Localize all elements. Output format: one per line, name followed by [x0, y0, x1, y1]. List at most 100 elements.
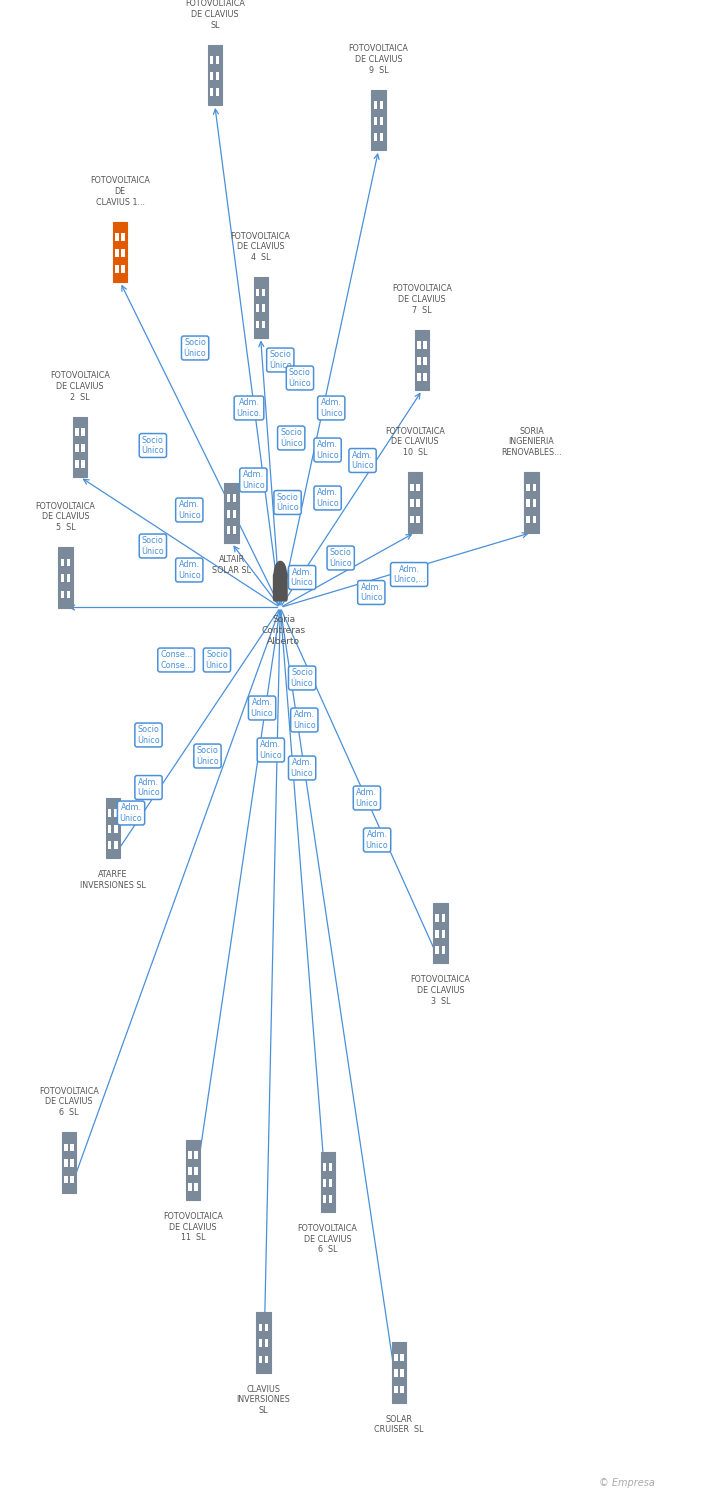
Text: Adm.
Unico: Adm. Unico: [178, 561, 201, 579]
FancyBboxPatch shape: [433, 903, 448, 963]
Text: FOTOVOLTAICA
DE CLAVIUS
SL: FOTOVOLTAICA DE CLAVIUS SL: [185, 0, 245, 30]
FancyBboxPatch shape: [210, 56, 213, 64]
FancyBboxPatch shape: [226, 526, 230, 534]
FancyBboxPatch shape: [82, 427, 84, 436]
FancyBboxPatch shape: [416, 483, 419, 492]
Text: Adm.
Unico: Adm. Unico: [293, 711, 316, 729]
FancyBboxPatch shape: [62, 1132, 76, 1192]
FancyBboxPatch shape: [524, 472, 539, 532]
FancyBboxPatch shape: [194, 1167, 197, 1174]
FancyBboxPatch shape: [400, 1353, 403, 1362]
FancyBboxPatch shape: [108, 808, 111, 818]
FancyBboxPatch shape: [435, 914, 439, 922]
FancyBboxPatch shape: [424, 374, 427, 381]
Text: Adm.
Unico: Adm. Unico: [351, 452, 374, 470]
Text: Adm.
Unico: Adm. Unico: [316, 441, 339, 459]
Text: Socio
Único: Socio Único: [183, 339, 207, 357]
FancyBboxPatch shape: [226, 494, 230, 502]
FancyBboxPatch shape: [380, 134, 383, 141]
Text: Adm.
Unico: Adm. Unico: [290, 568, 314, 586]
FancyBboxPatch shape: [113, 222, 127, 282]
Text: FOTOVOLTAICA
DE
CLAVIUS 1...: FOTOVOLTAICA DE CLAVIUS 1...: [90, 176, 150, 207]
FancyBboxPatch shape: [73, 417, 87, 477]
FancyBboxPatch shape: [394, 1386, 397, 1394]
Text: FOTOVOLTAICA
DE CLAVIUS
4  SL: FOTOVOLTAICA DE CLAVIUS 4 SL: [231, 231, 290, 262]
FancyBboxPatch shape: [323, 1196, 326, 1203]
FancyBboxPatch shape: [108, 842, 111, 849]
FancyBboxPatch shape: [122, 249, 124, 256]
FancyBboxPatch shape: [262, 304, 265, 312]
FancyBboxPatch shape: [533, 500, 536, 507]
Text: Adm.
Unico: Adm. Unico: [178, 501, 201, 519]
FancyBboxPatch shape: [329, 1179, 332, 1186]
FancyBboxPatch shape: [224, 483, 239, 543]
FancyBboxPatch shape: [194, 1150, 197, 1160]
FancyBboxPatch shape: [256, 288, 259, 297]
FancyBboxPatch shape: [371, 90, 386, 150]
FancyBboxPatch shape: [435, 946, 439, 954]
Text: Socio
Único: Socio Único: [205, 651, 229, 669]
Text: CLAVIUS
INVERSIONES
SL: CLAVIUS INVERSIONES SL: [237, 1384, 290, 1414]
FancyBboxPatch shape: [265, 1323, 268, 1332]
FancyBboxPatch shape: [210, 88, 213, 96]
FancyBboxPatch shape: [233, 510, 236, 518]
FancyBboxPatch shape: [442, 930, 445, 938]
Text: FOTOVOLTAICA
DE CLAVIUS
10  SL: FOTOVOLTAICA DE CLAVIUS 10 SL: [385, 426, 445, 458]
FancyBboxPatch shape: [329, 1162, 332, 1172]
Text: SORIA
INGENIERIA
RENOVABLES...: SORIA INGENIERIA RENOVABLES...: [501, 426, 562, 458]
FancyBboxPatch shape: [114, 808, 117, 818]
Text: FOTOVOLTAICA
DE CLAVIUS
6  SL: FOTOVOLTAICA DE CLAVIUS 6 SL: [298, 1224, 357, 1254]
Text: Adm.
Unico: Adm. Unico: [119, 804, 143, 822]
Text: FOTOVOLTAICA
DE CLAVIUS
9  SL: FOTOVOLTAICA DE CLAVIUS 9 SL: [349, 44, 408, 75]
Text: Soria
Contreras
Alberto: Soria Contreras Alberto: [262, 615, 306, 646]
FancyBboxPatch shape: [256, 321, 259, 328]
Text: Socio
Único: Socio Único: [280, 429, 303, 447]
FancyBboxPatch shape: [400, 1386, 403, 1394]
FancyBboxPatch shape: [75, 460, 79, 468]
Text: Socio
Único: Socio Único: [196, 747, 219, 765]
FancyBboxPatch shape: [320, 1152, 335, 1212]
Text: Adm.
Unico.: Adm. Unico.: [237, 399, 261, 417]
FancyBboxPatch shape: [435, 930, 439, 938]
FancyBboxPatch shape: [416, 516, 419, 524]
FancyBboxPatch shape: [533, 516, 536, 524]
FancyBboxPatch shape: [417, 357, 421, 364]
Text: Adm.
Unico: Adm. Unico: [250, 699, 274, 717]
FancyBboxPatch shape: [394, 1353, 397, 1362]
FancyBboxPatch shape: [64, 1160, 68, 1167]
FancyBboxPatch shape: [82, 444, 84, 452]
FancyBboxPatch shape: [67, 574, 70, 582]
FancyBboxPatch shape: [71, 1176, 74, 1184]
FancyBboxPatch shape: [71, 1143, 74, 1152]
FancyBboxPatch shape: [188, 1184, 191, 1191]
FancyBboxPatch shape: [194, 1184, 197, 1191]
FancyBboxPatch shape: [106, 798, 120, 858]
FancyBboxPatch shape: [258, 1356, 262, 1364]
Text: Socio
Único: Socio Único: [141, 537, 165, 555]
FancyBboxPatch shape: [373, 117, 377, 124]
FancyBboxPatch shape: [233, 494, 236, 502]
FancyBboxPatch shape: [216, 72, 219, 80]
FancyBboxPatch shape: [380, 117, 383, 124]
FancyBboxPatch shape: [323, 1162, 326, 1172]
FancyBboxPatch shape: [60, 591, 64, 598]
FancyBboxPatch shape: [64, 1143, 68, 1152]
Text: Adm.
Unico: Adm. Unico: [320, 399, 343, 417]
FancyBboxPatch shape: [71, 1160, 74, 1167]
Text: Adm.
Unico: Adm. Unico: [242, 471, 265, 489]
FancyBboxPatch shape: [329, 1196, 332, 1203]
FancyBboxPatch shape: [207, 45, 222, 105]
FancyBboxPatch shape: [415, 330, 430, 390]
FancyBboxPatch shape: [67, 558, 70, 567]
FancyBboxPatch shape: [417, 374, 421, 381]
Circle shape: [274, 561, 286, 586]
FancyBboxPatch shape: [410, 500, 414, 507]
FancyBboxPatch shape: [258, 1323, 262, 1332]
FancyBboxPatch shape: [256, 304, 259, 312]
FancyBboxPatch shape: [64, 1176, 68, 1184]
FancyBboxPatch shape: [373, 134, 377, 141]
Text: FOTOVOLTAICA
DE CLAVIUS
3  SL: FOTOVOLTAICA DE CLAVIUS 3 SL: [411, 975, 470, 1005]
FancyBboxPatch shape: [442, 914, 445, 922]
FancyBboxPatch shape: [262, 321, 265, 328]
FancyBboxPatch shape: [114, 842, 117, 849]
